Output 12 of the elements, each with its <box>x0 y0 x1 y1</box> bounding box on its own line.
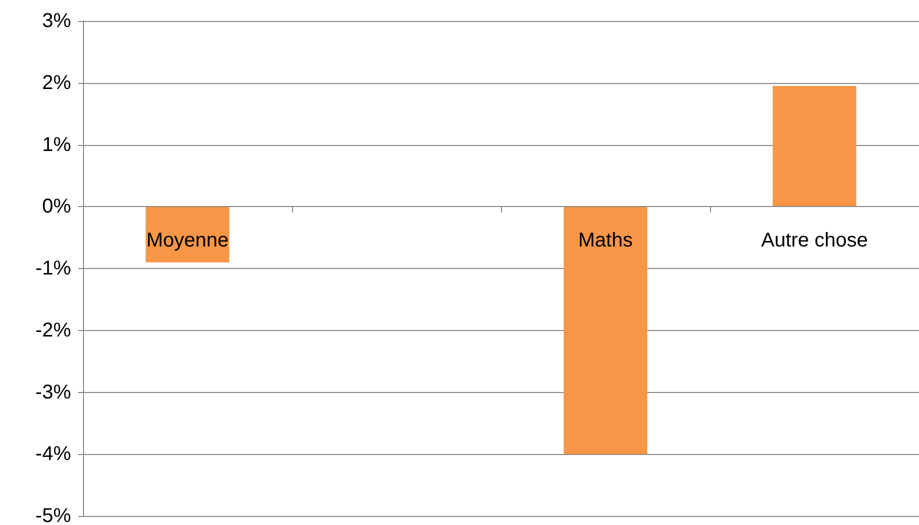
y-tick-label: -5% <box>35 505 72 525</box>
y-tick-label: 2% <box>42 72 72 94</box>
y-tick-label: -1% <box>35 258 72 280</box>
x-tick-label: Autre chose <box>761 230 868 252</box>
y-tick-label: -4% <box>35 443 72 466</box>
y-tick-label: 3% <box>42 10 72 32</box>
y-tick-label: -3% <box>35 381 72 404</box>
x-tick-label: Maths <box>578 230 633 252</box>
y-tick-label: -2% <box>35 319 72 342</box>
y-tick-label: 1% <box>42 134 72 156</box>
y-tick-label: 0% <box>42 196 72 218</box>
x-tick-label: Moyenne <box>146 230 229 252</box>
